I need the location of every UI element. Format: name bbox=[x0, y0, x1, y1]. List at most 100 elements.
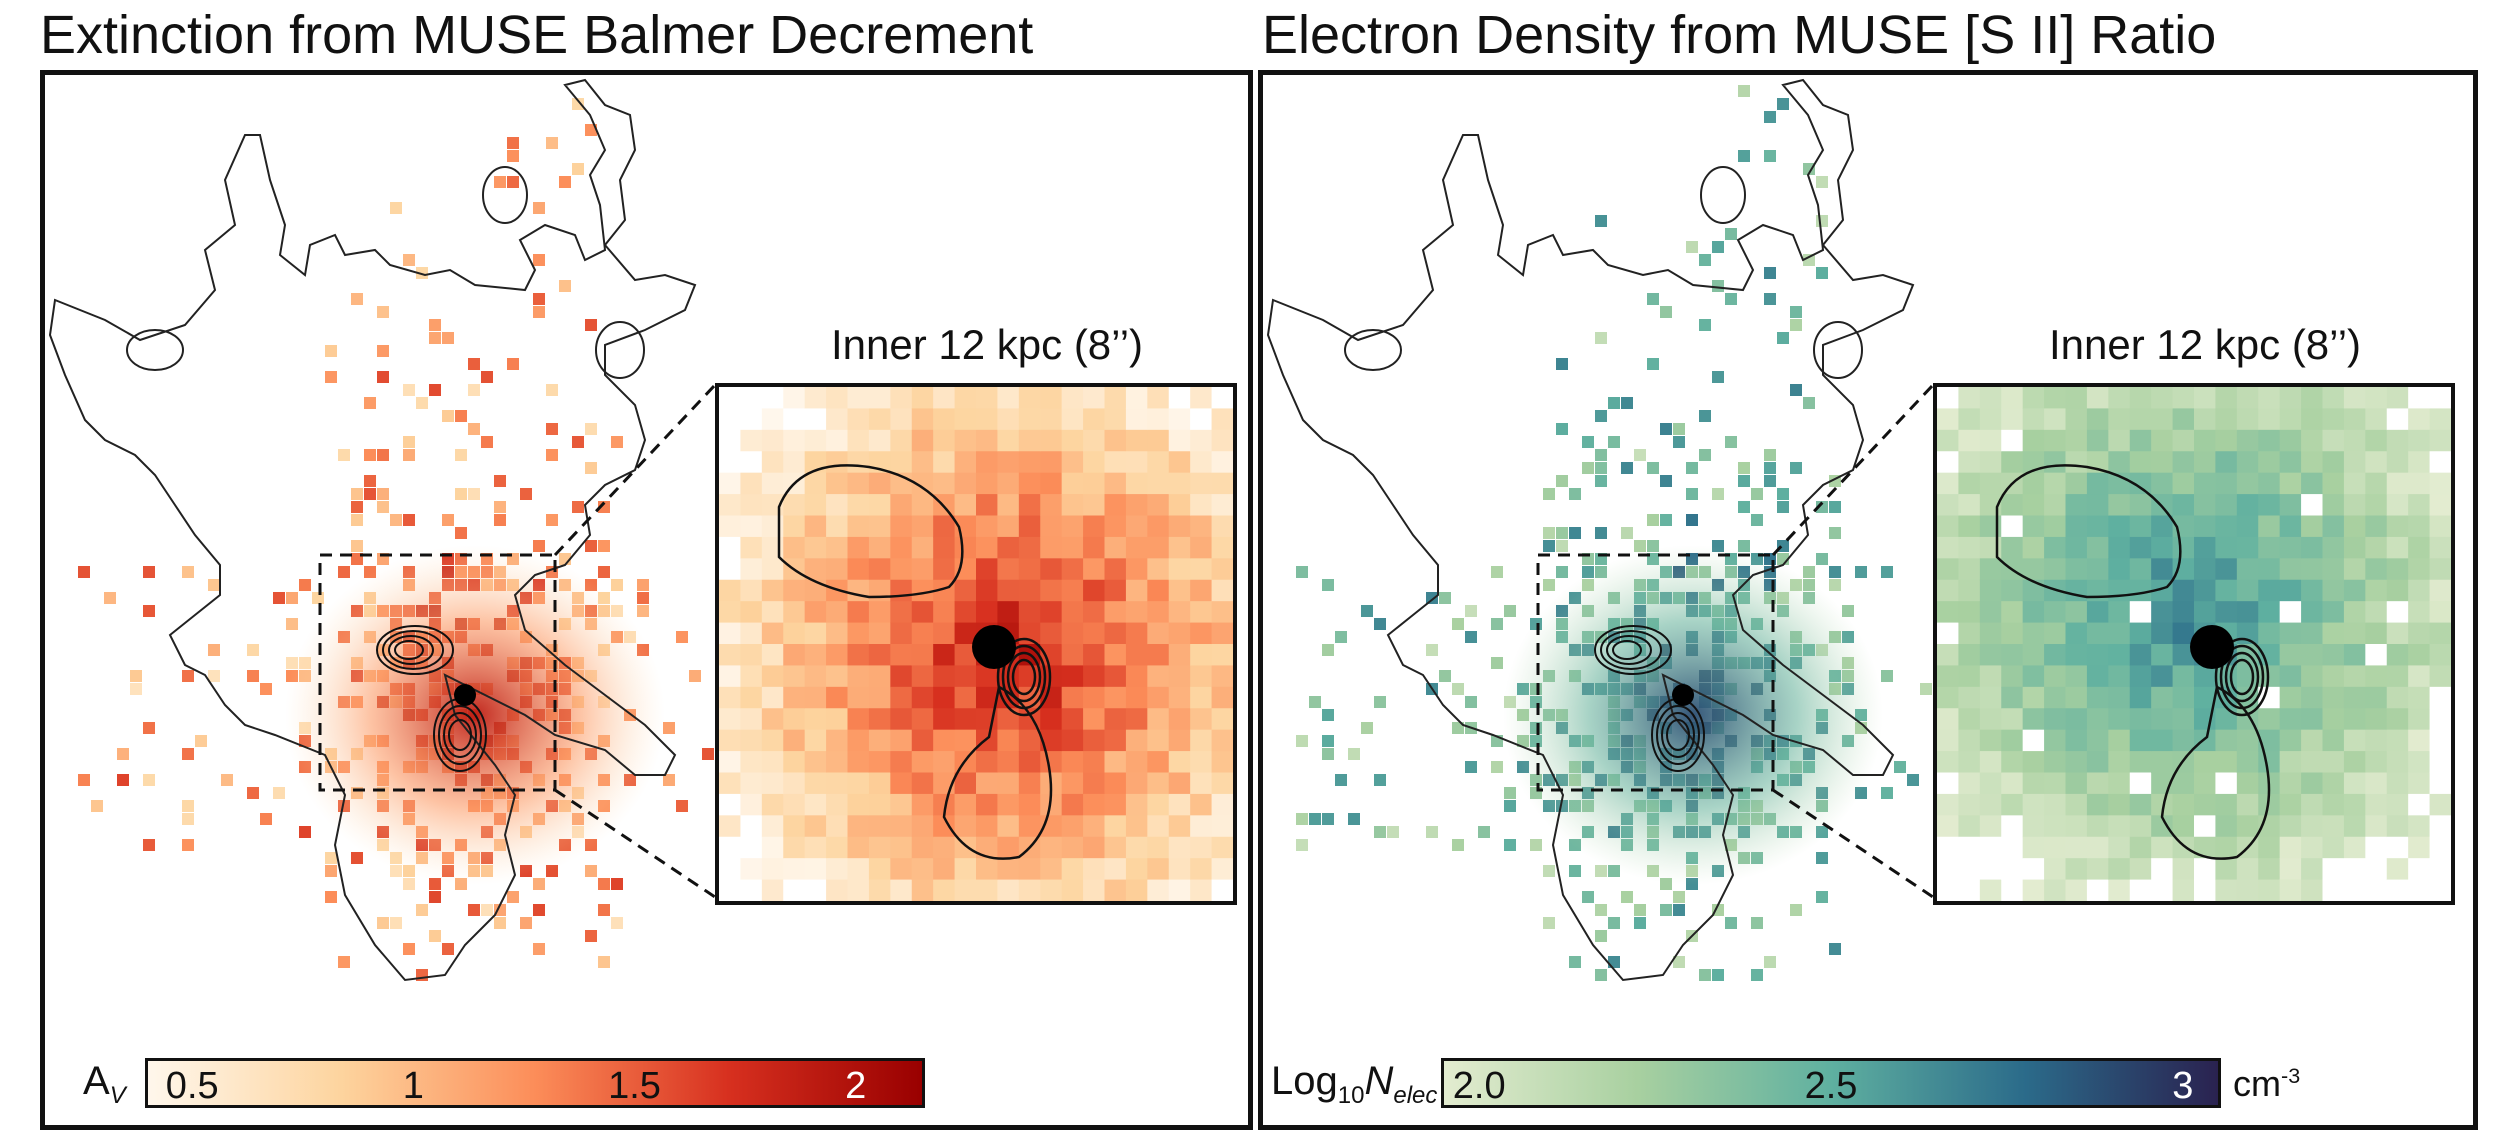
inset-pixel bbox=[1958, 644, 1981, 666]
inset-pixel bbox=[2258, 729, 2281, 752]
inset-pixel bbox=[1190, 751, 1213, 773]
inset-pixel bbox=[804, 686, 827, 709]
inset-pixel bbox=[719, 601, 741, 624]
inset-pixel bbox=[954, 536, 977, 559]
inset-pixel bbox=[2365, 536, 2388, 559]
inset-pixel bbox=[2301, 729, 2323, 752]
inset-pixel bbox=[1168, 515, 1191, 538]
inset-pixel bbox=[890, 494, 913, 516]
inset-pixel bbox=[1958, 729, 1981, 752]
map-pixel bbox=[377, 488, 389, 500]
inset-pixel bbox=[1125, 644, 1148, 666]
map-pixel bbox=[416, 397, 428, 409]
inset-pixel bbox=[719, 644, 741, 666]
inset-pixel bbox=[1937, 879, 1959, 901]
inset-pixel bbox=[2408, 686, 2431, 709]
map-pixel bbox=[416, 904, 428, 916]
map-pixel bbox=[559, 280, 571, 292]
map-pixel bbox=[507, 358, 519, 370]
inset-pixel bbox=[2279, 515, 2302, 538]
map-pixel bbox=[1647, 514, 1659, 526]
inset-pixel bbox=[1147, 429, 1170, 452]
inset-pixel bbox=[2129, 665, 2152, 688]
map-pixel bbox=[1660, 306, 1672, 318]
inset-pixel bbox=[1083, 879, 1105, 901]
map-pixel bbox=[1569, 865, 1581, 877]
inset-pixel bbox=[954, 601, 977, 624]
inset-pixel bbox=[826, 708, 848, 731]
inset-pixel bbox=[2215, 858, 2238, 881]
inset-pixel bbox=[1937, 429, 1959, 452]
inset-pixel bbox=[740, 622, 763, 645]
inset-pixel bbox=[740, 579, 763, 602]
contour-island bbox=[1700, 166, 1746, 224]
inset-pixel bbox=[2022, 579, 2045, 602]
map-pixel bbox=[1465, 761, 1477, 773]
inset-contour bbox=[1011, 658, 1037, 696]
inset-pixel bbox=[2022, 536, 2045, 559]
inset-pixel bbox=[2151, 836, 2174, 859]
inset-pixel bbox=[847, 515, 870, 538]
inset-pixel bbox=[868, 558, 891, 581]
inset-pixel bbox=[1061, 515, 1084, 538]
inset-pixel bbox=[1125, 815, 1148, 838]
inset-pixel bbox=[1211, 879, 1233, 901]
inset-pixel bbox=[2301, 536, 2323, 559]
map-pixel bbox=[533, 904, 545, 916]
map-pixel bbox=[1634, 540, 1646, 552]
inset-pixel bbox=[868, 536, 891, 559]
inset-pixel bbox=[1125, 751, 1148, 773]
colorbar-tick-label: 0.5 bbox=[165, 1065, 219, 1107]
inset-pixel bbox=[2258, 879, 2281, 901]
map-pixel bbox=[1374, 696, 1386, 708]
map-pixel bbox=[1790, 319, 1802, 331]
inset-pixel bbox=[826, 429, 848, 452]
map-pixel bbox=[1621, 397, 1633, 409]
inset-pixel bbox=[2343, 772, 2366, 795]
map-pixel bbox=[1829, 943, 1841, 955]
map-pixel bbox=[1803, 566, 1815, 578]
inset-pixel bbox=[1979, 815, 2002, 838]
inset-pixel bbox=[2258, 408, 2281, 431]
inset-pixel bbox=[2172, 622, 2195, 645]
inset-pixel bbox=[2301, 751, 2323, 773]
inset-pixel bbox=[2365, 622, 2388, 645]
map-pixel bbox=[1738, 85, 1750, 97]
inset-pixel bbox=[2108, 429, 2131, 452]
inset-pixel bbox=[719, 793, 741, 816]
inset-pixel bbox=[2386, 408, 2409, 431]
inset-pixel bbox=[2022, 472, 2045, 495]
map-pixel bbox=[1803, 163, 1815, 175]
inset-pixel bbox=[1018, 879, 1041, 901]
inset-pixel bbox=[1083, 601, 1105, 624]
inset-pixel bbox=[1958, 451, 1981, 474]
inset-pixel bbox=[2172, 772, 2195, 795]
inset-pixel bbox=[933, 858, 956, 881]
inset-pixel bbox=[976, 429, 998, 452]
inset-pixel bbox=[1211, 536, 1233, 559]
inset-pixel bbox=[2022, 494, 2045, 516]
inset-pixel bbox=[826, 408, 848, 431]
map-pixel bbox=[637, 579, 649, 591]
map-pixel bbox=[1660, 904, 1672, 916]
inset-pixel bbox=[1937, 708, 1959, 731]
inset-pixel bbox=[2279, 601, 2302, 624]
map-pixel bbox=[1764, 956, 1776, 968]
inset-pixel bbox=[761, 558, 784, 581]
map-pixel bbox=[1569, 488, 1581, 500]
inset-contour bbox=[1001, 644, 1047, 710]
inset-pixel bbox=[1211, 708, 1233, 731]
inset-pixel bbox=[2044, 515, 2066, 538]
inset-pixel bbox=[1211, 772, 1233, 795]
inset-pixel bbox=[2129, 494, 2152, 516]
inset-pixel bbox=[1040, 494, 1063, 516]
inset-pixel bbox=[2236, 451, 2259, 474]
inset-pixel bbox=[1958, 879, 1981, 901]
inset-pixel bbox=[2258, 836, 2281, 859]
inset-pixel bbox=[1040, 515, 1063, 538]
inset-pixel bbox=[1061, 451, 1084, 474]
inset-pixel bbox=[1125, 408, 1148, 431]
inset-pixel bbox=[783, 815, 806, 838]
inset-pixel bbox=[2386, 558, 2409, 581]
inset-pixel bbox=[976, 772, 998, 795]
